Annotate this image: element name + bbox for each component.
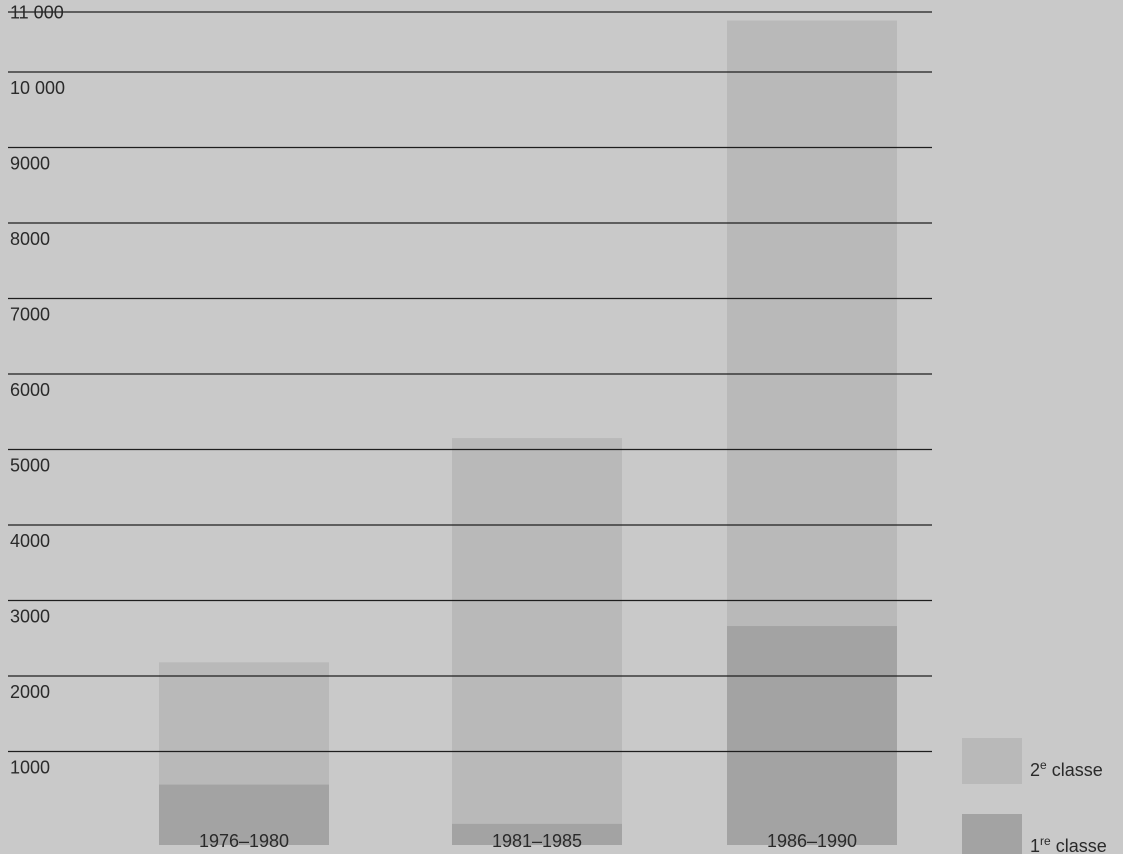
y-tick-label: 6000 <box>10 380 50 400</box>
y-tick-label: 3000 <box>10 607 50 627</box>
bar-first-class-2 <box>452 823 622 845</box>
legend-label-first-class: 1re classe <box>1030 834 1107 854</box>
y-tick-label: 8000 <box>10 229 50 249</box>
bar-second-class-2 <box>452 438 622 845</box>
legend: 2e classe 1re classe <box>962 738 1107 854</box>
legend-label-second-class: 2e classe <box>1030 758 1103 780</box>
x-category-label: 1976–1980 <box>199 831 289 851</box>
y-tick-label: 7000 <box>10 305 50 325</box>
y-tick-label: 11 000 <box>10 3 64 23</box>
y-tick-label: 5000 <box>10 456 50 476</box>
y-tick-label: 4000 <box>10 531 50 551</box>
x-category-label: 1981–1985 <box>492 831 582 851</box>
y-axis-tick-labels: 1000 2000 3000 4000 5000 6000 7000 8000 9000 10 0… <box>10 3 65 778</box>
gridlines <box>8 11 932 753</box>
y-tick-label: 9000 <box>10 154 50 174</box>
y-tick-label: 1000 <box>10 758 50 778</box>
x-axis-category-labels: 1976–1980 1981–1985 1986–1990 <box>199 831 857 851</box>
y-tick-label: 2000 <box>10 682 50 702</box>
bar-first-class-1 <box>159 784 329 845</box>
x-category-label: 1986–1990 <box>767 831 857 851</box>
bar-first-class-3 <box>727 626 897 845</box>
bars <box>159 20 897 846</box>
legend-swatch-second-class <box>962 738 1022 784</box>
legend-swatch-first-class <box>962 814 1022 854</box>
y-tick-label: 10 000 <box>10 78 65 98</box>
